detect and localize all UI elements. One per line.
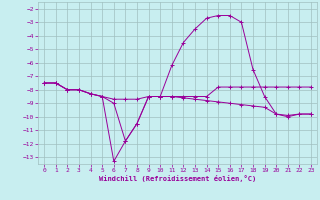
X-axis label: Windchill (Refroidissement éolien,°C): Windchill (Refroidissement éolien,°C) bbox=[99, 175, 256, 182]
